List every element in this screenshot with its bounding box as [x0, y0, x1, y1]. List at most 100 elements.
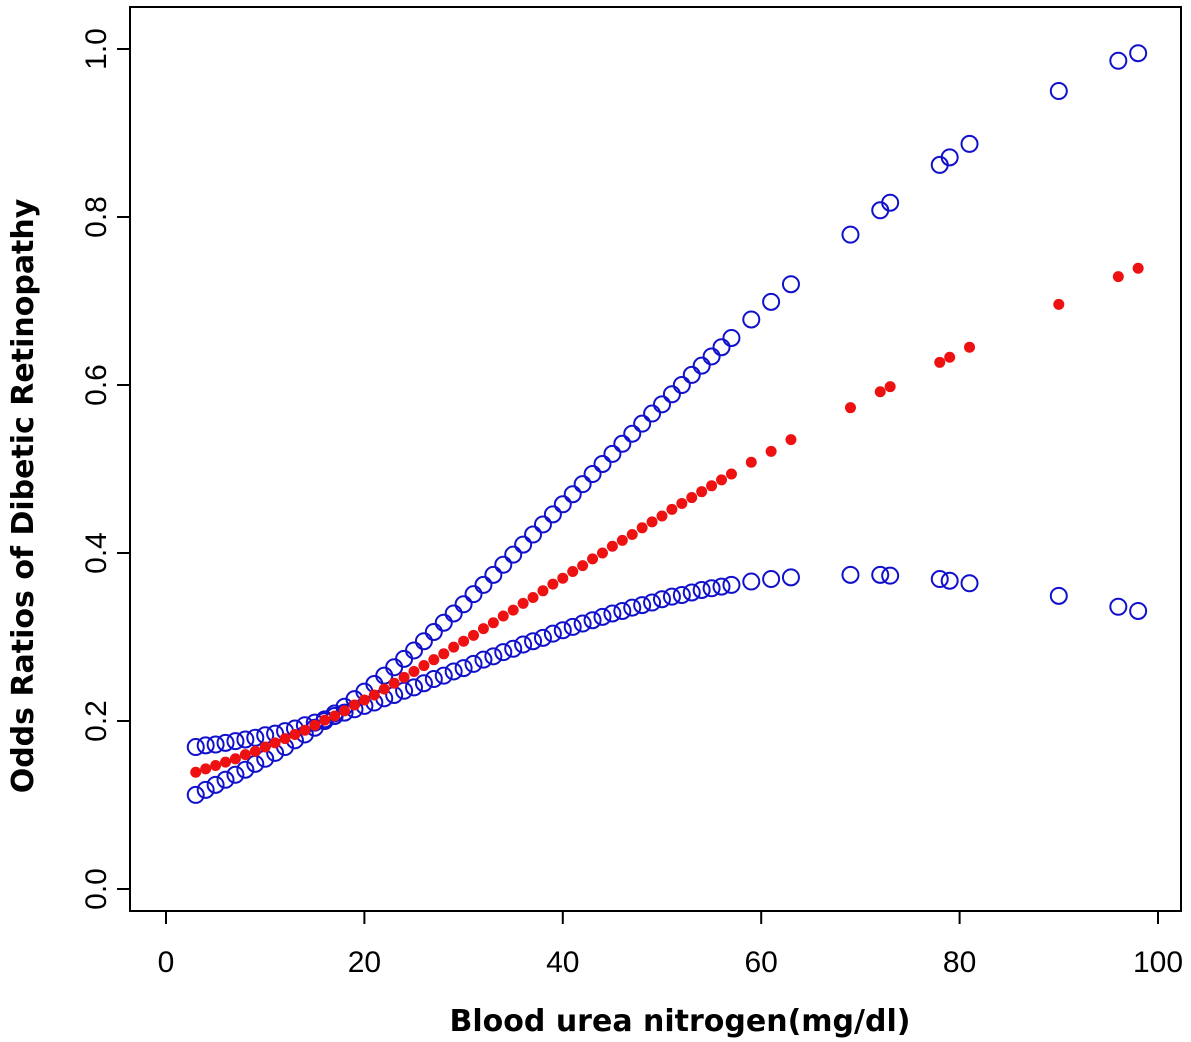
point-odds-ratio — [656, 510, 668, 522]
point-lower-ci — [444, 662, 463, 681]
point-upper-ci — [464, 585, 483, 604]
point-odds-ratio — [358, 694, 370, 706]
point-upper-ci — [563, 485, 582, 504]
point-lower-ci — [1109, 597, 1128, 616]
point-upper-ci — [186, 785, 205, 804]
point-upper-ci — [216, 770, 235, 789]
point-odds-ratio — [418, 660, 430, 672]
point-odds-ratio — [259, 741, 271, 753]
point-lower-ci — [514, 635, 533, 654]
point-upper-ci — [781, 275, 800, 294]
point-odds-ratio — [567, 565, 579, 577]
point-odds-ratio — [606, 540, 618, 552]
point-lower-ci — [633, 596, 652, 615]
point-upper-ci — [940, 148, 959, 167]
point-odds-ratio — [646, 516, 658, 528]
point-lower-ci — [206, 735, 225, 754]
point-odds-ratio — [368, 689, 380, 701]
point-upper-ci — [841, 225, 860, 244]
point-upper-ci — [405, 641, 423, 660]
point-odds-ratio — [408, 665, 420, 677]
point-upper-ci — [742, 310, 761, 329]
point-lower-ci — [533, 628, 552, 647]
point-odds-ratio — [636, 522, 648, 534]
point-lower-ci — [543, 624, 562, 643]
point-lower-ci — [881, 566, 900, 585]
point-upper-ci — [444, 604, 463, 623]
point-upper-ci — [494, 555, 513, 574]
point-lower-ci — [464, 654, 483, 673]
point-odds-ratio — [497, 610, 509, 622]
point-upper-ci — [1129, 44, 1148, 63]
point-upper-ci — [593, 454, 612, 473]
point-odds-ratio — [339, 705, 351, 717]
point-odds-ratio — [517, 597, 529, 609]
point-odds-ratio — [279, 733, 291, 745]
point-upper-ci — [206, 775, 225, 794]
point-odds-ratio — [319, 714, 331, 726]
point-odds-ratio — [309, 719, 321, 731]
point-upper-ci — [196, 780, 215, 799]
point-lower-ci — [524, 632, 543, 651]
point-odds-ratio — [577, 560, 589, 572]
point-lower-ci — [930, 570, 949, 589]
point-lower-ci — [940, 571, 959, 590]
point-lower-ci — [722, 575, 741, 594]
point-upper-ci — [434, 613, 453, 632]
point-lower-ci — [216, 733, 235, 752]
point-lower-ci — [186, 738, 205, 757]
point-upper-ci — [514, 535, 533, 554]
point-odds-ratio — [547, 578, 559, 590]
point-lower-ci — [960, 574, 979, 593]
y-tick-label: 0.6 — [80, 364, 113, 406]
point-odds-ratio — [249, 745, 261, 757]
point-odds-ratio — [210, 760, 222, 772]
point-upper-ci — [603, 444, 622, 463]
point-odds-ratio — [616, 534, 628, 546]
point-odds-ratio — [220, 756, 232, 768]
point-odds-ratio — [299, 724, 311, 736]
point-lower-ci — [871, 565, 890, 584]
point-odds-ratio — [964, 341, 976, 353]
point-lower-ci — [454, 659, 473, 678]
point-lower-ci — [653, 590, 671, 609]
point-upper-ci — [226, 765, 245, 784]
point-upper-ci — [633, 414, 652, 433]
point-odds-ratio — [745, 456, 757, 468]
point-odds-ratio — [587, 553, 599, 565]
point-lower-ci — [563, 617, 582, 636]
point-odds-ratio — [269, 737, 281, 749]
data-marks — [186, 44, 1148, 804]
point-odds-ratio — [378, 683, 390, 695]
point-lower-ci — [583, 611, 602, 630]
point-odds-ratio — [229, 753, 241, 765]
point-upper-ci — [474, 575, 493, 594]
point-odds-ratio — [725, 468, 737, 480]
point-odds-ratio — [289, 728, 301, 740]
point-odds-ratio — [329, 710, 341, 722]
point-upper-ci — [692, 356, 711, 375]
point-odds-ratio — [874, 386, 886, 398]
point-lower-ci — [434, 666, 453, 685]
y-tick-label: 0.4 — [80, 532, 113, 574]
point-odds-ratio — [348, 699, 360, 711]
point-upper-ci — [1049, 82, 1068, 100]
point-lower-ci — [474, 650, 493, 669]
point-upper-ci — [672, 376, 691, 394]
point-odds-ratio — [527, 592, 539, 604]
point-odds-ratio — [934, 356, 946, 368]
point-odds-ratio — [696, 486, 708, 498]
point-lower-ci — [573, 614, 592, 633]
x-tick-label: 60 — [745, 946, 778, 979]
point-odds-ratio — [557, 572, 569, 584]
point-odds-ratio — [884, 381, 896, 393]
point-lower-ci — [553, 621, 572, 640]
point-odds-ratio — [1132, 262, 1144, 274]
point-odds-ratio — [785, 434, 797, 446]
y-tick-label: 0.2 — [80, 700, 113, 742]
x-axis-title: Blood urea nitrogen(mg/dl) — [450, 1004, 911, 1039]
point-lower-ci — [643, 593, 662, 612]
point-odds-ratio — [398, 671, 410, 683]
point-upper-ci — [553, 495, 572, 514]
point-lower-ci — [841, 565, 860, 584]
